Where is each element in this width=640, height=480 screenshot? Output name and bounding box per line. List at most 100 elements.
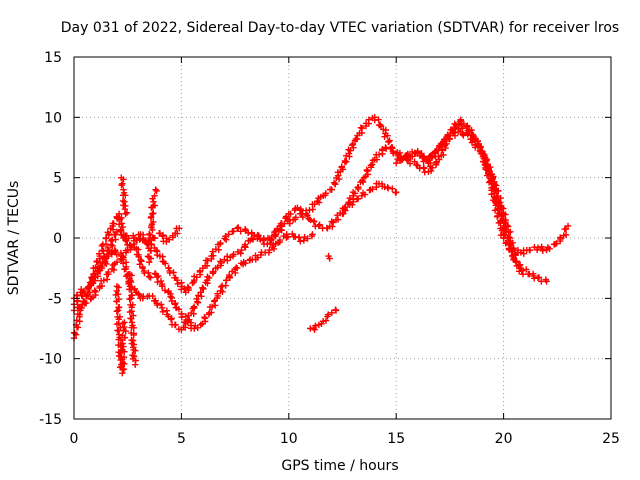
data-point (439, 147, 446, 154)
data-point (384, 132, 391, 139)
data-point (463, 123, 470, 131)
data-point (184, 283, 192, 291)
data-point (120, 201, 127, 209)
data-point (436, 142, 443, 149)
data-point (557, 235, 564, 243)
data-point (128, 308, 135, 315)
y-axis-label: SDTVAR / TECUs (6, 181, 22, 296)
data-point (217, 239, 224, 247)
y-tick-label: 5 (53, 171, 62, 187)
data-point (407, 153, 414, 160)
data-point (507, 228, 514, 236)
data-point (128, 272, 135, 279)
data-point (351, 190, 359, 197)
data-point (167, 316, 175, 323)
data-point (146, 231, 154, 239)
data-point (526, 247, 534, 254)
data-point (382, 144, 389, 151)
data-point (132, 237, 140, 244)
data-point (346, 194, 354, 202)
data-point (176, 225, 183, 232)
data-point (292, 214, 300, 221)
data-point (483, 156, 490, 164)
data-point (316, 221, 323, 228)
data-point (301, 233, 308, 241)
data-point (122, 327, 129, 335)
data-point (161, 287, 169, 294)
data-point (117, 363, 125, 371)
data-point (427, 159, 434, 167)
data-point (480, 155, 487, 162)
data-point (113, 287, 120, 295)
data-point (119, 332, 126, 339)
data-point (128, 324, 135, 331)
y-tick-label: -10 (39, 352, 62, 368)
data-point (190, 303, 198, 310)
data-point (101, 258, 109, 265)
data-point (315, 222, 323, 230)
data-point (397, 157, 405, 164)
data-point (260, 236, 267, 243)
data-point (171, 301, 179, 308)
data-point (95, 250, 103, 257)
data-point (428, 154, 436, 161)
data-point (354, 184, 361, 191)
data-point (254, 233, 261, 240)
data-point (205, 274, 213, 282)
data-point (118, 220, 125, 227)
data-point (311, 326, 318, 333)
data-point (393, 188, 400, 196)
data-point (75, 304, 83, 311)
data-point (113, 308, 121, 315)
data-point (159, 308, 167, 316)
data-point (363, 166, 370, 174)
data-point (98, 282, 106, 290)
data-point (386, 137, 393, 144)
data-point (105, 268, 112, 276)
data-point (364, 167, 371, 175)
data-point (125, 235, 132, 242)
data-point (330, 179, 338, 186)
data-point (120, 192, 127, 199)
data-point (127, 241, 134, 249)
data-point (477, 144, 485, 151)
data-point (94, 268, 101, 276)
data-point (238, 246, 245, 254)
data-point (389, 185, 396, 192)
data-point (219, 288, 226, 296)
data-point (127, 315, 134, 322)
data-point (152, 186, 159, 193)
data-point (297, 238, 304, 245)
data-point (221, 256, 228, 263)
data-point (488, 175, 496, 182)
data-point (145, 269, 152, 276)
data-point (396, 149, 404, 157)
data-point (126, 286, 133, 293)
data-point (310, 218, 318, 226)
data-point (562, 231, 570, 238)
data-point (115, 284, 122, 291)
data-point (495, 198, 503, 205)
data-point (197, 289, 204, 296)
data-point (368, 161, 376, 168)
data-point (122, 210, 129, 218)
data-point (440, 151, 447, 159)
data-point (139, 264, 146, 272)
data-point (365, 116, 373, 123)
data-point (166, 236, 173, 243)
data-point (151, 192, 158, 199)
data-point (119, 346, 126, 354)
data-point (349, 140, 357, 148)
data-point (513, 262, 520, 270)
data-point (347, 147, 354, 154)
data-point (377, 122, 385, 130)
data-point (130, 331, 137, 339)
data-point (144, 253, 152, 260)
data-point (535, 274, 543, 281)
data-point (121, 319, 128, 326)
data-point (193, 295, 200, 303)
data-point (157, 301, 165, 308)
data-point (159, 232, 166, 240)
data-point (224, 253, 231, 260)
data-point (328, 309, 335, 317)
